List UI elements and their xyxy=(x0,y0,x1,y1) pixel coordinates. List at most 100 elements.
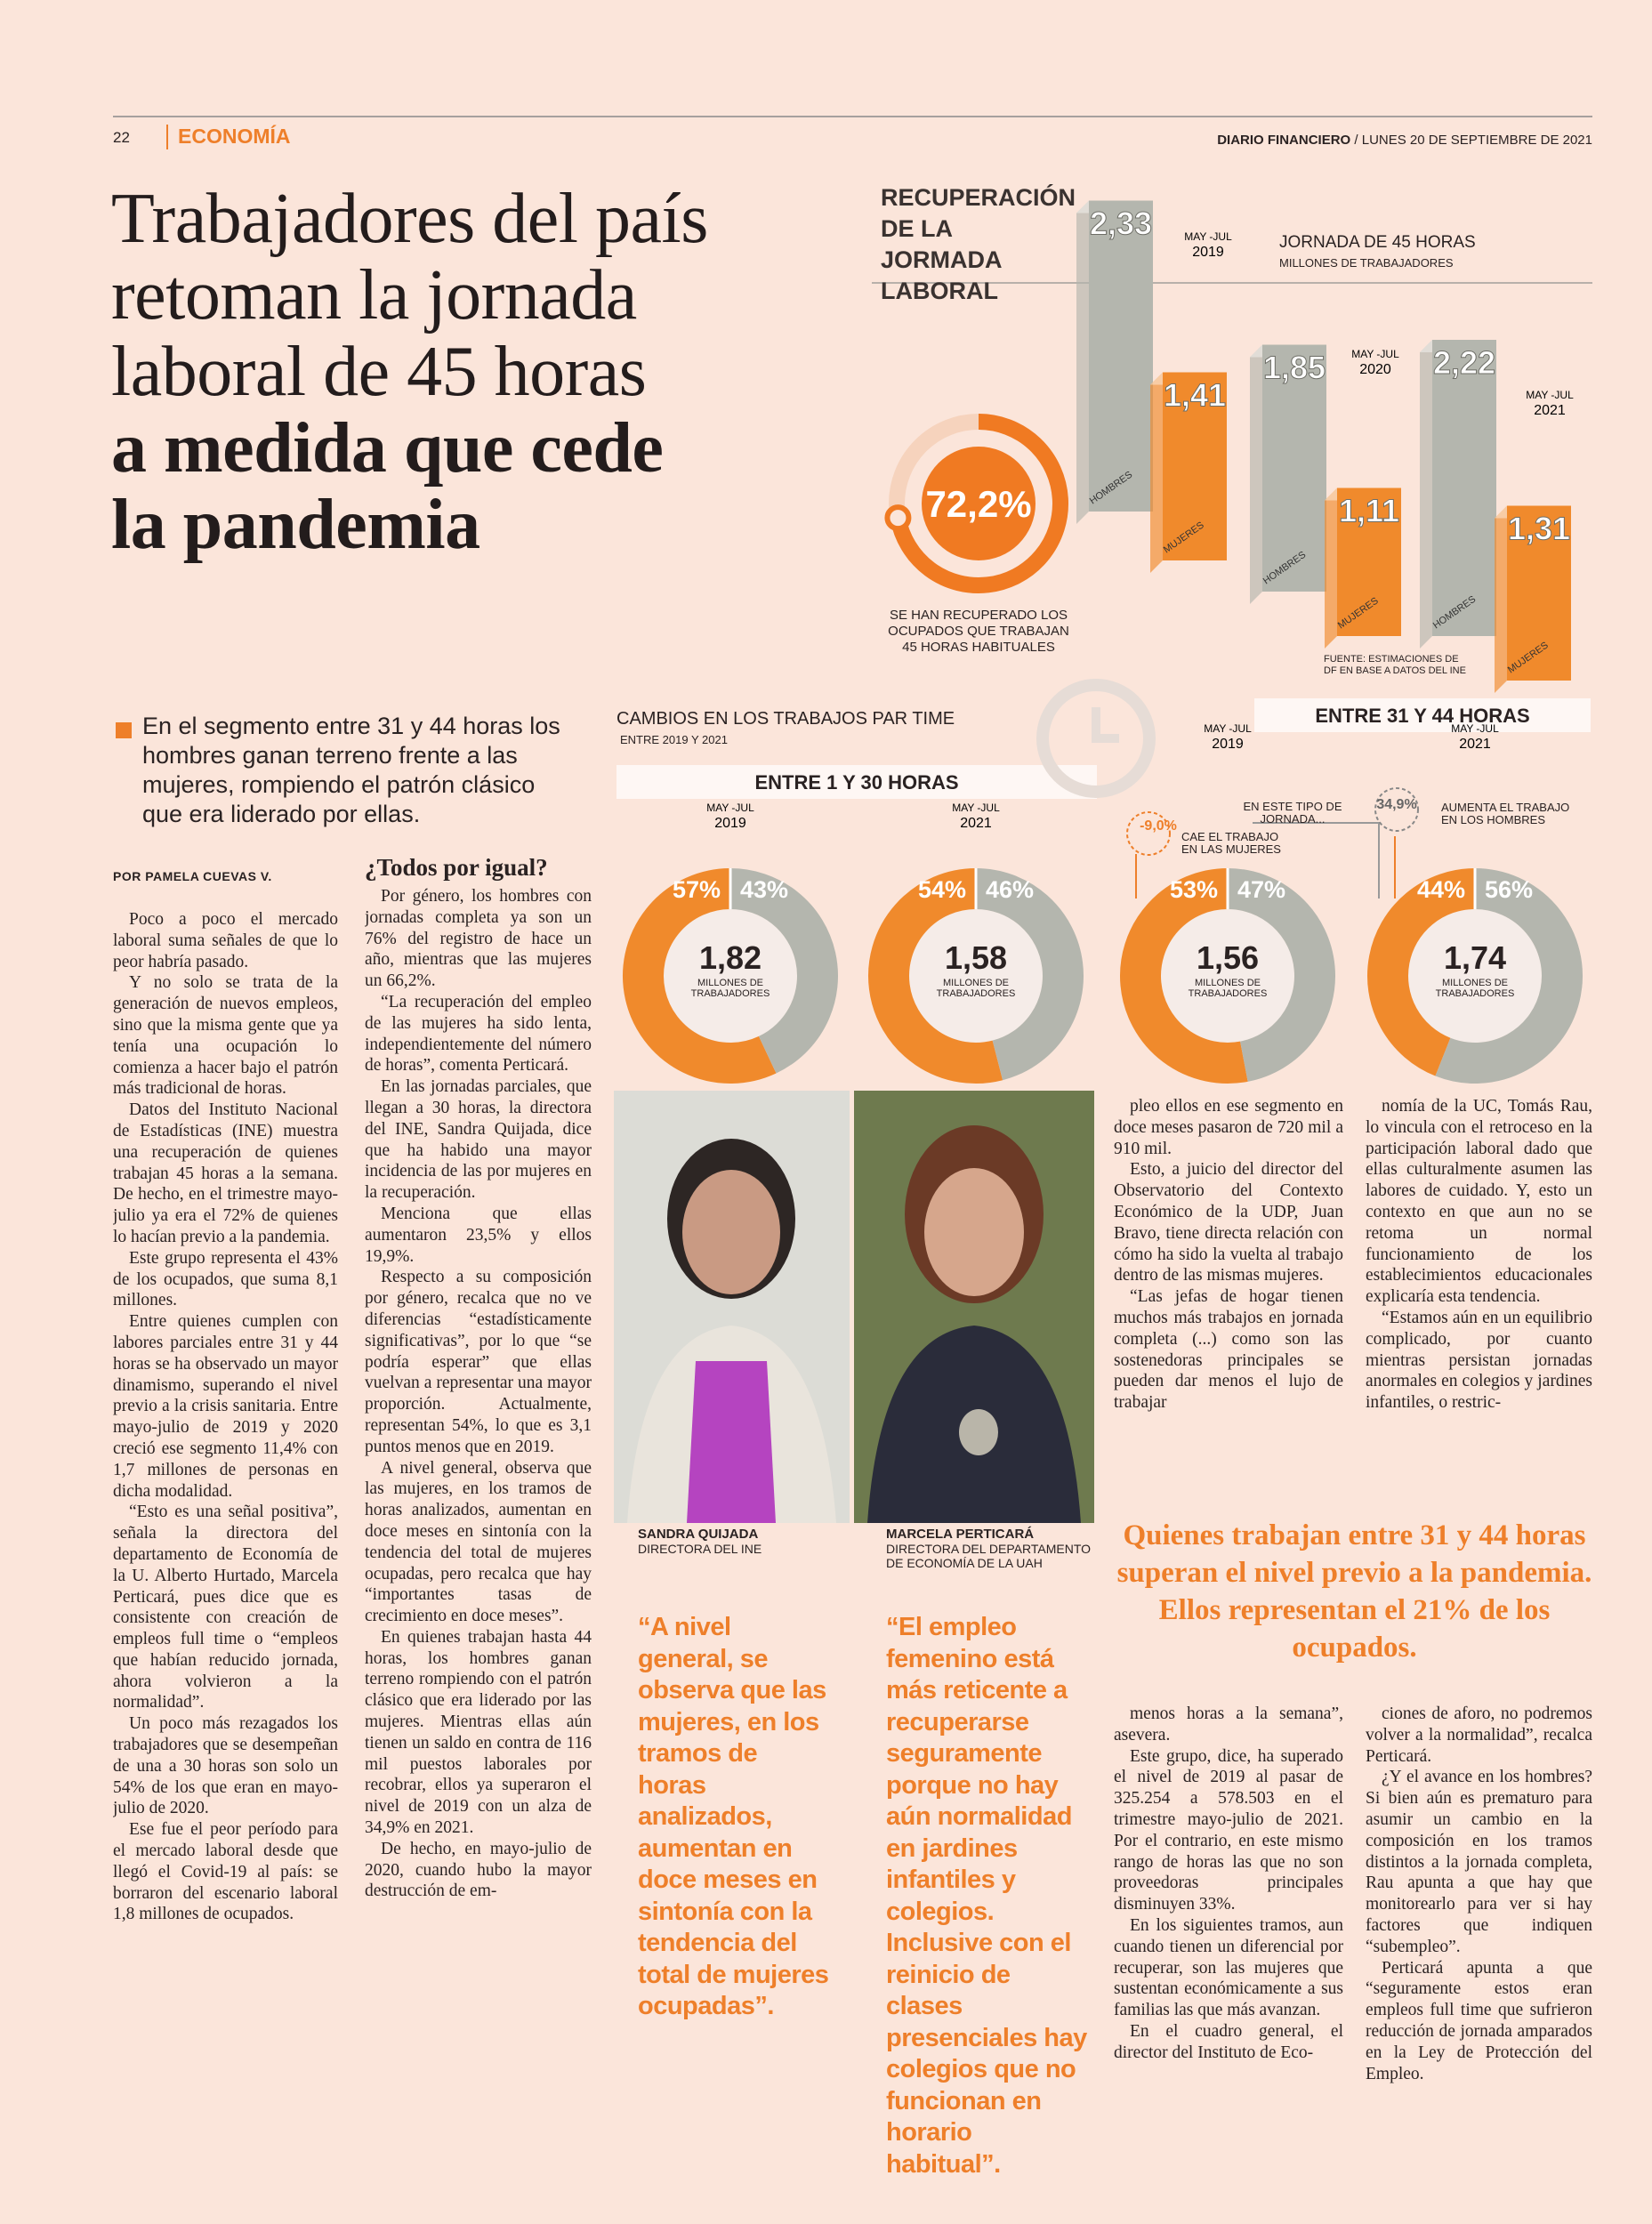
bar-value-label: 2,22 xyxy=(1433,344,1495,381)
period-label: MAY -JUL xyxy=(1204,722,1252,735)
donut-segment xyxy=(868,868,1003,1084)
headline-line: retoman la jornada xyxy=(111,256,637,334)
issue-date: / LUNES 20 DE SEPTIEMBRE DE 2021 xyxy=(1350,133,1592,148)
bar xyxy=(1337,488,1401,636)
year-label: 2021 xyxy=(1459,737,1491,752)
bar-side xyxy=(1495,505,1507,693)
group-band xyxy=(1254,698,1591,732)
donut-segment xyxy=(975,868,1084,1081)
paragraph: En el cuadro general, el director del In… xyxy=(1114,2021,1343,2062)
photo-role: DIRECTORA DEL INE xyxy=(638,1542,762,1556)
period-label: MAY -JUL xyxy=(952,802,1000,814)
year-label: 2021 xyxy=(960,816,992,831)
quote: “El empleo femenino está más reticente a… xyxy=(886,1613,1087,2179)
paragraph: Poco a poco el mercado laboral suma seña… xyxy=(113,910,338,971)
year-label: 2020 xyxy=(1359,362,1391,377)
lead: En el segmento entre 31 y 44 horas los h… xyxy=(142,713,560,827)
segment-label: 44% xyxy=(1417,876,1465,903)
period-label: MAY -JUL xyxy=(1526,389,1574,401)
period-label: MAY -JUL xyxy=(1451,722,1499,735)
paragraph: Ese fue el peor período para el mercado … xyxy=(113,1820,338,1924)
headline-line: Trabajadores del país xyxy=(111,180,708,258)
donut-unit: MILLONES DE TRABAJADORES xyxy=(1188,978,1268,999)
paragraph: nomía de la UC, Tomás Rau, lo vincula co… xyxy=(1366,1097,1592,1307)
ring-center xyxy=(922,447,1036,560)
segment-label: 43% xyxy=(740,876,788,903)
chart-subtitle: ENTRE 2019 Y 2021 xyxy=(620,733,728,746)
paragraph: pleo ellos en ese segmento en doce meses… xyxy=(1114,1097,1343,1158)
donut-unit: MILLONES DE TRABAJADORES xyxy=(936,978,1016,999)
donut-unit: MILLONES DE TRABAJADORES xyxy=(1435,978,1515,999)
annotation: CAE EL TRABAJO EN LAS MUJERES xyxy=(1181,830,1281,856)
paragraph: “Las jefas de hogar tienen muchos más tr… xyxy=(1114,1287,1343,1413)
donut-segment xyxy=(623,868,777,1084)
chart-subtitle: JORNADA DE 45 HORAS xyxy=(1279,233,1476,252)
paragraph: En quienes trabajan hasta 44 horas, los … xyxy=(365,1627,592,1838)
paragraph: Perticará apunta a que “seguramente esto… xyxy=(1366,1958,1592,2083)
bar xyxy=(1089,200,1153,512)
bar-side xyxy=(1325,488,1337,649)
paragraph: En los siguientes tramos, aun cuando tie… xyxy=(1114,1915,1343,2020)
bar-value-label: 1,31 xyxy=(1508,511,1570,547)
chart-title: RECUPERACIÓN DE LA JORMADA LABORAL xyxy=(881,184,1076,304)
donut-segment xyxy=(1227,868,1335,1082)
paragraph: Respecto a su composición por género, re… xyxy=(365,1268,592,1456)
headline-line: a medida que cede xyxy=(111,409,664,488)
masthead: DIARIO FINANCIERO / LUNES 20 DE SEPTIEMB… xyxy=(1217,133,1592,148)
photo-shirt xyxy=(687,1361,776,1523)
year-label: 2019 xyxy=(714,816,746,831)
bar-side xyxy=(1076,200,1089,524)
paragraph: Datos del Instituto Nacional de Estadíst… xyxy=(113,1100,338,1246)
text-column: pleo ellos en ese segmento en doce meses… xyxy=(1114,1096,1343,1479)
quote: “A nivel general, se observa que las muj… xyxy=(638,1613,829,2020)
donut-segment xyxy=(1367,868,1476,1076)
ring-label: 72,2% xyxy=(925,483,1031,525)
paragraph: Menciona que ellas aumentaron 23,5% y el… xyxy=(365,1204,592,1266)
donut-hole xyxy=(1161,909,1294,1043)
photo-role: DIRECTORA DEL DEPARTAMENTO DE ECONOMÍA D… xyxy=(886,1542,1092,1570)
segment-label: 53% xyxy=(1170,876,1218,903)
paragraph: “Estamos aún en un equilibrio complicado… xyxy=(1366,1308,1592,1413)
headline-line: laboral de 45 horas xyxy=(111,333,647,411)
paragraph: Entre quienes cumplen con labores parcia… xyxy=(113,1312,338,1501)
source-note: FUENTE: ESTIMACIONES DE DF EN BASE A DAT… xyxy=(1324,654,1466,676)
bar-value-label: 1,85 xyxy=(1263,350,1326,386)
donut-segment xyxy=(1119,868,1248,1084)
annotation-ring xyxy=(1374,787,1419,832)
lead-marker xyxy=(116,722,132,738)
bar-side xyxy=(1420,340,1432,649)
headline-line: la pandemia xyxy=(111,486,480,564)
photo-name: MARCELA PERTICARÁ xyxy=(886,1527,1035,1542)
clock-hands xyxy=(1092,707,1119,743)
donut-hole xyxy=(1408,909,1542,1043)
section-name: ECONOMÍA xyxy=(178,125,291,148)
bar-value-label: 2,33 xyxy=(1090,205,1152,242)
photo-pendant xyxy=(959,1409,998,1455)
paragraph: A nivel general, observa que las mujeres… xyxy=(365,1458,592,1626)
paragraph: Y no solo se trata de la generación de n… xyxy=(113,973,338,1099)
paragraph: “Esto es una señal positiva”, señala la … xyxy=(113,1503,338,1712)
ring-caption: SE HAN RECUPERADO LOS OCUPADOS QUE TRABA… xyxy=(888,608,1069,655)
text-column: nomía de la UC, Tomás Rau, lo vincula co… xyxy=(1366,1096,1592,1479)
paragraph: ciones de aforo, no podremos volver a la… xyxy=(1366,1704,1592,1766)
period-label: MAY -JUL xyxy=(1351,348,1399,360)
clock-icon xyxy=(1036,679,1156,798)
period-label: MAY -JUL xyxy=(706,802,754,814)
paragraph: menos horas a la semana”, asevera. xyxy=(1114,1704,1343,1745)
photo-name: SANDRA QUIJADA xyxy=(638,1527,759,1542)
paragraph: Esto, a juicio del director del Observat… xyxy=(1114,1160,1343,1285)
paragraph: Por género, los hombres con jornadas com… xyxy=(365,887,592,991)
donut-hole xyxy=(664,909,797,1043)
text-column: Por género, los hombres con jornadas com… xyxy=(365,886,592,2128)
period-label: MAY -JUL xyxy=(1184,230,1232,243)
bar-side xyxy=(1250,344,1262,604)
page-number: 22 xyxy=(113,129,130,146)
bar xyxy=(1262,344,1326,592)
bar-value-label: 1,11 xyxy=(1339,493,1399,529)
group-band xyxy=(616,765,1097,799)
annotation: EN ESTE TIPO DE JORNADA... xyxy=(1243,800,1342,826)
donut-segment xyxy=(729,868,838,1074)
paragraph: Este grupo representa el 43% de los ocup… xyxy=(113,1248,338,1310)
